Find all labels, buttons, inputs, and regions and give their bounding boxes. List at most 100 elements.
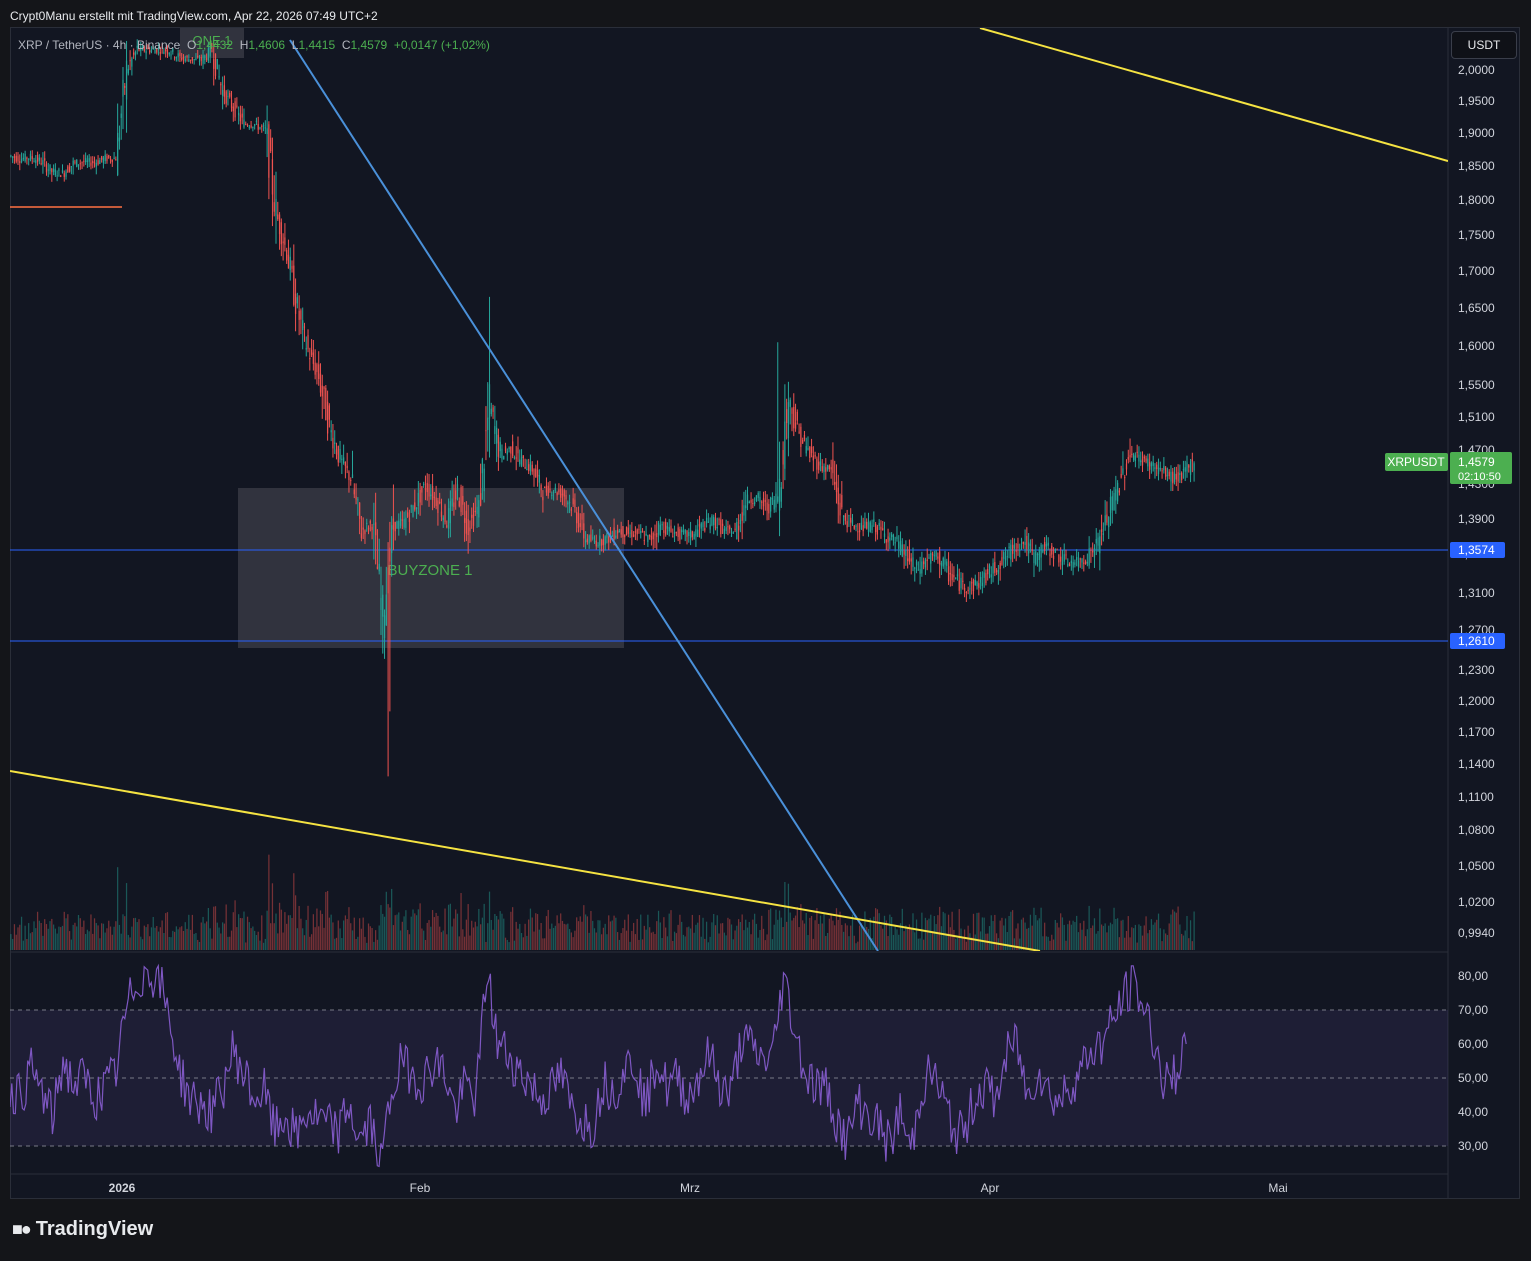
candle-body [181,58,183,60]
candle-body [1156,464,1158,470]
candle-body [682,530,685,532]
candle-body [362,527,364,530]
volume-bar [1102,925,1104,950]
volume-bar [380,905,382,950]
candle-body [965,592,967,594]
volume-bar [1159,928,1161,950]
candle-body [754,501,756,505]
volume-bar [182,930,185,950]
candle-body [914,567,916,569]
candle-body [812,455,814,461]
candle-body [899,540,902,553]
volume-bar [323,927,325,950]
volume-bar [512,907,514,950]
candle-body [520,457,523,466]
candle-body [136,45,138,48]
volume-bar [923,939,925,950]
candle-body [695,529,697,537]
volume-bar [613,915,615,950]
volume-bar [506,939,508,950]
volume-bar [846,925,848,950]
volume-bar [275,913,277,950]
volume-bar [157,931,160,950]
candle-body [250,125,252,128]
candle-body [679,529,681,540]
volume-bar [654,934,656,950]
volume-bar [1172,909,1174,950]
volume-bar [223,923,226,950]
candle-body [1157,467,1160,475]
volume-bar [1122,919,1124,950]
volume-bar [926,920,928,950]
candle-body [1168,471,1170,477]
volume-bar [184,922,186,950]
volume-bar [568,929,571,950]
volume-bar [138,919,140,950]
candle-body [170,54,172,56]
candle-body [346,465,348,469]
candle-body [257,124,259,130]
candle-body [398,520,400,529]
candle-body [67,166,69,173]
author-line: Crypt0Manu erstellt mit TradingView.com,… [10,9,378,23]
volume-bar [366,942,368,950]
volume-bar [816,908,818,950]
candle-body [453,502,455,508]
candle-body [745,505,747,509]
candle-body [937,556,939,559]
volume-bar [855,943,857,950]
candle-body [673,532,676,534]
volume-bar [1140,925,1142,950]
candle-body [953,574,955,578]
candle-body [355,496,357,500]
volume-bar [597,920,599,950]
candle-body [666,525,669,529]
candle-body [29,153,32,160]
candle-body [131,58,133,67]
candle-body [428,483,430,497]
tradingview-logo[interactable]: ■● TradingView [12,1218,153,1241]
candle-body [1099,536,1101,554]
candle-body [962,580,964,582]
candle-body [455,490,457,500]
candle-body [307,335,309,350]
candle-body [513,457,516,459]
volume-bar [576,917,578,950]
volume-bar [978,912,980,950]
volume-bar [851,914,854,950]
volume-bar [227,936,229,950]
candle-body [645,534,647,536]
volume-bar [1004,918,1007,950]
candle-body [786,409,788,424]
volume-bar [924,917,927,950]
volume-bar [965,941,967,950]
candle-body [935,550,937,557]
candle-body [850,517,852,523]
candle-body [359,502,361,519]
volume-bar [1188,938,1190,950]
volume-bar [533,931,535,950]
volume-bar [698,915,701,950]
volume-bar [1131,927,1133,950]
price-tick-label: 1,8500 [1458,159,1495,173]
price-tick-label: 1,3900 [1458,512,1495,526]
volume-bar [761,915,763,950]
volume-bar [371,927,373,950]
candle-body [928,557,930,559]
candle-body [391,525,393,554]
volume-bar [947,914,950,950]
candle-body [149,50,151,53]
candle-body [608,536,610,543]
volume-bar [117,867,119,950]
volume-bar [108,920,110,950]
candle-body [625,526,628,535]
candle-body [848,515,850,517]
volume-bar [129,937,131,950]
currency-button[interactable]: USDT [1451,31,1517,59]
rsi-line [10,963,1187,1168]
price-tick-label: 1,5100 [1458,410,1495,424]
candle-body [433,496,435,498]
volume-bar [277,933,279,950]
volume-bar [689,928,692,950]
